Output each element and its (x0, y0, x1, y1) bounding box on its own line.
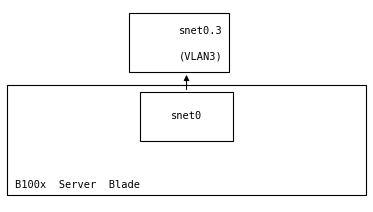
Text: (VLAN3): (VLAN3) (179, 51, 223, 61)
Text: snet0: snet0 (171, 110, 202, 121)
Bar (7, 85, 366, 195)
Text: B100x  Server  Blade: B100x Server Blade (15, 180, 140, 190)
Bar (140, 92, 233, 141)
Bar (129, 13, 229, 72)
Text: snet0.3: snet0.3 (179, 26, 223, 36)
